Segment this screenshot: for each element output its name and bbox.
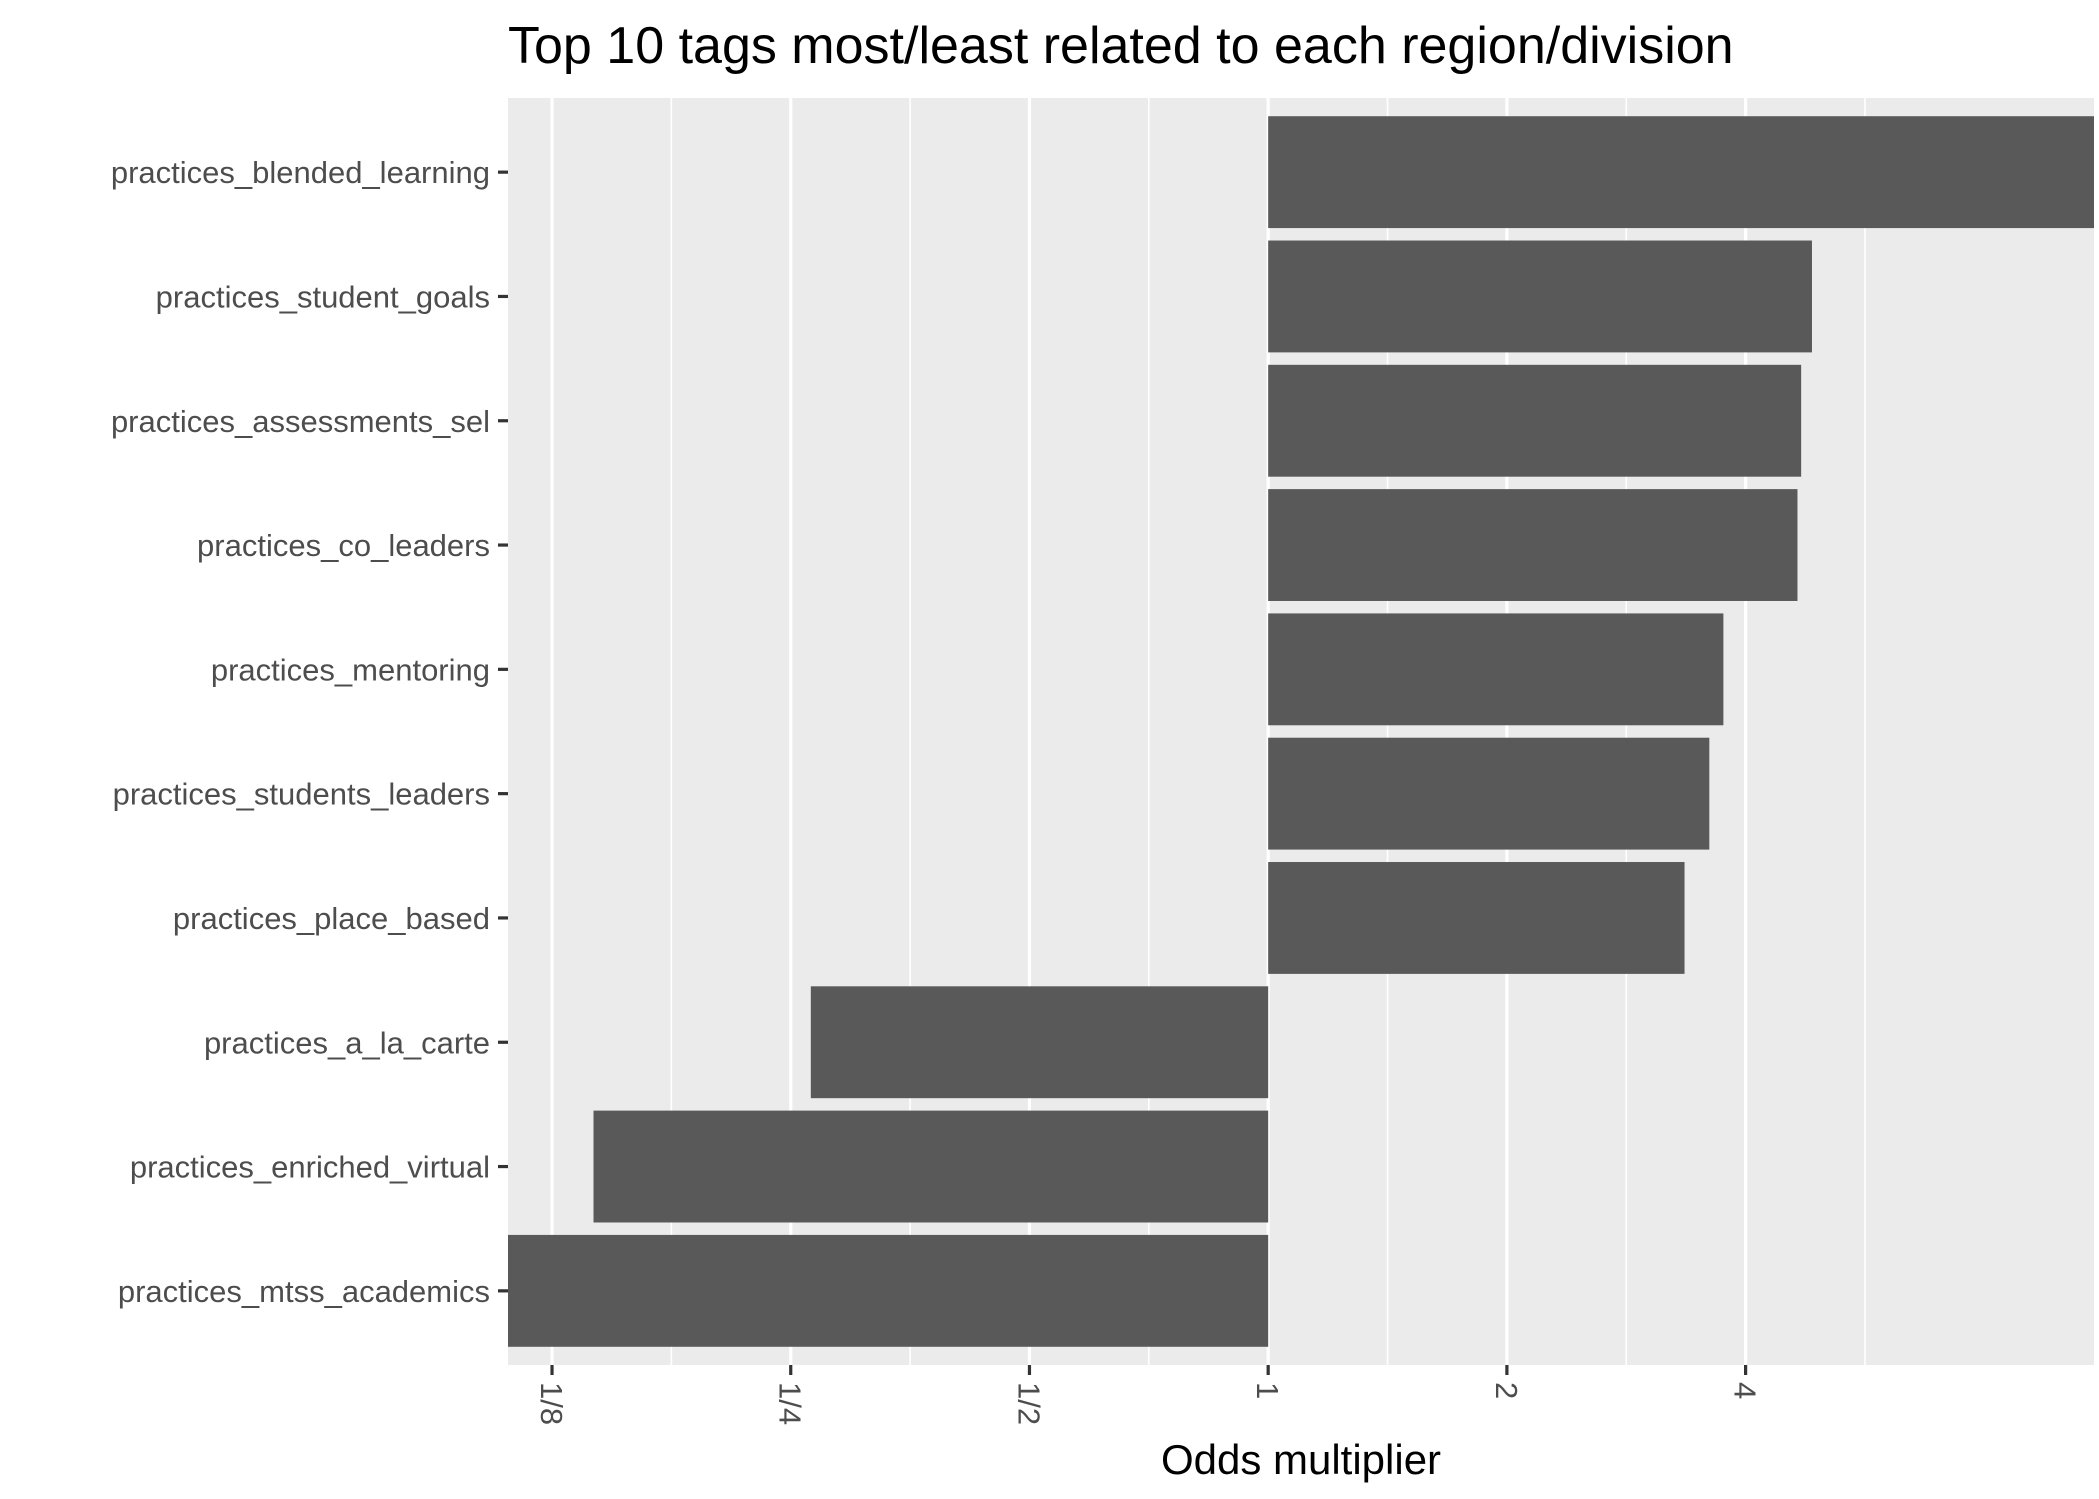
x-tick-label: 4	[1728, 1382, 1763, 1399]
x-tick-label: 1/2	[1011, 1382, 1046, 1425]
bar-practices_blended_learning	[1268, 116, 2094, 229]
bar-practices_students_leaders	[1268, 737, 1710, 850]
x-tick-label: 1/4	[773, 1382, 808, 1425]
bar-practices_mentoring	[1268, 613, 1724, 726]
bar-practices_enriched_virtual	[593, 1110, 1269, 1223]
y-tick-label: practices_mtss_academics	[118, 1274, 490, 1309]
y-tick-label: practices_a_la_carte	[204, 1025, 490, 1060]
bar-practices_place_based	[1268, 862, 1685, 974]
y-axis: practices_blended_learning practices_stud…	[111, 155, 508, 1309]
bar-practices_student_goals	[1268, 240, 1812, 353]
x-tick-label: 2	[1489, 1382, 1524, 1399]
y-tick-label: practices_co_leaders	[197, 528, 490, 563]
grid-lines	[550, 98, 1866, 1365]
bars	[508, 116, 2094, 1347]
y-tick-label: practices_students_leaders	[113, 777, 490, 812]
x-axis-title: Odds multiplier	[1161, 1436, 1441, 1483]
y-tick-label: practices_student_goals	[156, 279, 490, 314]
bar-practices_assessments_sel	[1268, 364, 1802, 477]
bar-practices_mtss_academics	[508, 1234, 1269, 1347]
bar-practices_co_leaders	[1268, 489, 1798, 601]
y-tick-label: practices_enriched_virtual	[130, 1150, 490, 1185]
y-tick-label: practices_mentoring	[211, 652, 490, 687]
y-tick-label: practices_blended_learning	[111, 155, 490, 190]
y-tick-label: practices_place_based	[173, 901, 490, 936]
x-axis: 1/8 1/4 1/2 1 2 4	[534, 1365, 1763, 1425]
x-tick-label: 1	[1250, 1382, 1285, 1399]
x-tick-label: 1/8	[534, 1382, 569, 1425]
y-tick-label: practices_assessments_sel	[111, 404, 490, 439]
chart-title: Top 10 tags most/least related to each r…	[508, 17, 1734, 75]
bar-practices_a_la_carte	[810, 986, 1269, 1099]
